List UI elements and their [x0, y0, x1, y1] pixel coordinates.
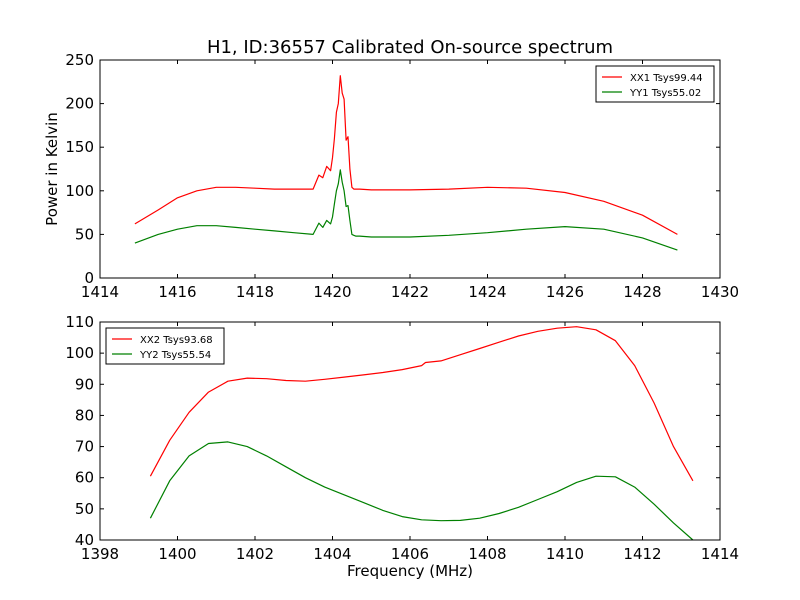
bottom-legend: XX2 Tsys93.68 YY2 Tsys55.54 — [105, 327, 225, 365]
top-legend: XX1 Tsys99.44 YY1 Tsys55.02 — [595, 65, 715, 103]
top-plot-area: 1414 1416 1418 1420 1422 1424 1426 1428 1430 0 50 1… — [65, 51, 739, 301]
y-tick-label: 200 — [65, 95, 94, 113]
chart-title: H1, ID:36557 Calibrated On-source spectr… — [207, 37, 613, 58]
legend-label: YY2 Tsys55.54 — [139, 350, 211, 361]
x-tick-label: 1408 — [468, 545, 506, 563]
y-tick-label: 60 — [75, 469, 94, 487]
x-tick-label: 1398 — [81, 545, 119, 563]
series-line-xx — [149, 326, 694, 482]
x-tick-label: 1418 — [236, 283, 274, 301]
top-spectrum-chart: H1, ID:36557 Calibrated On-source spectr… — [43, 37, 739, 301]
bottom-spectrum-chart: Frequency (MHz) 1398 1400 1402 1404 1406 1408… — [65, 313, 739, 580]
y-tick-label: 50 — [75, 225, 94, 243]
series-line-yy — [134, 169, 678, 251]
x-tick-label: 1414 — [701, 545, 739, 563]
x-tick-label: 1406 — [391, 545, 429, 563]
x-tick-label: 1430 — [701, 283, 739, 301]
y-tick-label: 40 — [75, 531, 94, 549]
y-tick-label: 50 — [75, 500, 94, 518]
legend-box — [105, 327, 225, 365]
x-tick-label: 1400 — [158, 545, 196, 563]
bottom-plot-area: 1398 1400 1402 1404 1406 1408 1410 1412 1414 40 50… — [65, 313, 739, 563]
y-tick-label: 110 — [65, 313, 94, 331]
y-axis-label: Power in Kelvin — [43, 112, 61, 226]
y-tick-label: 90 — [75, 375, 94, 393]
x-axis-label: Frequency (MHz) — [347, 562, 473, 580]
legend-label: YY1 Tsys55.02 — [629, 88, 701, 99]
x-tick-label: 1412 — [623, 545, 661, 563]
x-tick-label: 1402 — [236, 545, 274, 563]
y-tick-label: 150 — [65, 138, 94, 156]
legend-label: XX1 Tsys99.44 — [630, 73, 703, 84]
x-tick-label: 1404 — [313, 545, 351, 563]
y-tick-label: 250 — [65, 51, 94, 69]
x-tick-label: 1416 — [158, 283, 196, 301]
x-tick-label: 1410 — [546, 545, 584, 563]
y-tick-label: 80 — [75, 406, 94, 424]
y-tick-label: 100 — [65, 182, 94, 200]
y-tick-label: 70 — [75, 438, 94, 456]
x-tick-label: 1426 — [546, 283, 584, 301]
x-tick-label: 1424 — [468, 283, 506, 301]
series-line-xx — [134, 75, 678, 235]
y-tick-label: 0 — [84, 269, 94, 287]
x-tick-label: 1414 — [81, 283, 119, 301]
x-tick-label: 1428 — [623, 283, 661, 301]
x-tick-label: 1420 — [313, 283, 351, 301]
legend-label: XX2 Tsys93.68 — [140, 335, 213, 346]
series-line-yy — [149, 441, 694, 541]
legend-box — [595, 65, 715, 103]
y-tick-label: 100 — [65, 344, 94, 362]
x-tick-label: 1422 — [391, 283, 429, 301]
